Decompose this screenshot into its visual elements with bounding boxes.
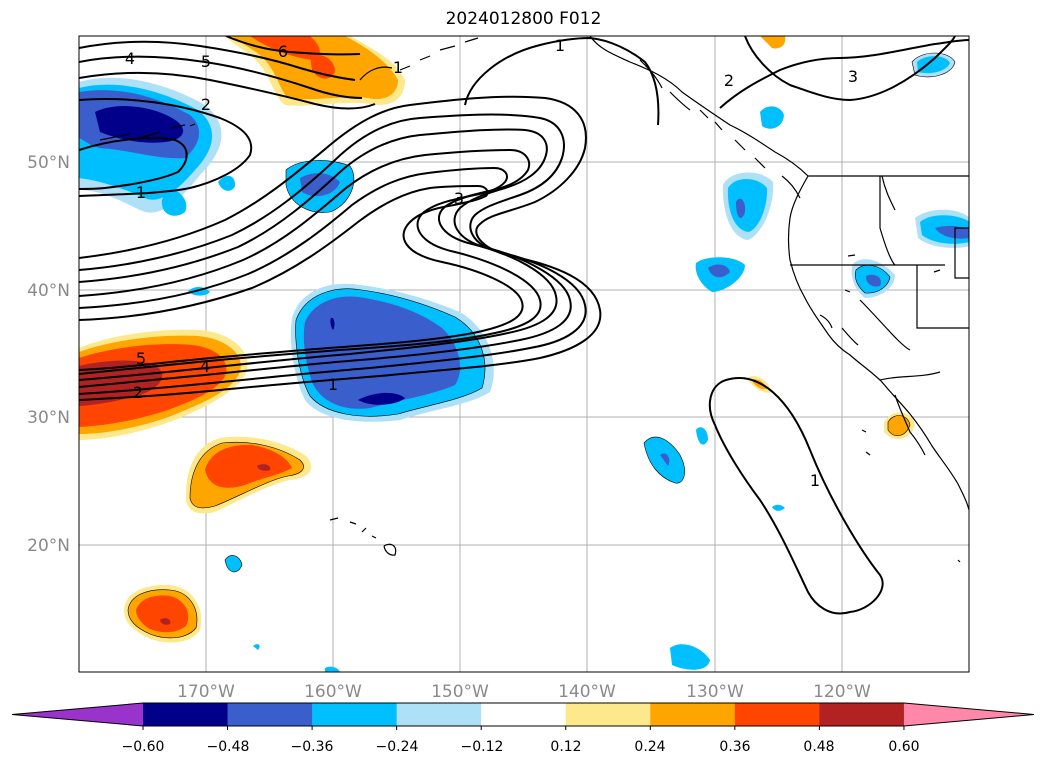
contour-label: 1 [328, 375, 338, 394]
colorbar-tick-label: 0.48 [803, 739, 834, 755]
colorbar-tick-label: −0.60 [122, 739, 165, 755]
colorbar-cell [565, 703, 651, 726]
longitude-tick: 140°W [558, 682, 616, 702]
latitude-axis: 50°N 40°N 30°N 20°N [27, 153, 70, 556]
colorbar-tick-label: 0.12 [550, 739, 581, 755]
anomaly-outlines [127, 52, 956, 639]
colorbar-tick-label: −0.36 [291, 739, 334, 755]
longitude-tick: 160°W [304, 682, 362, 702]
contour-label: 3 [848, 67, 858, 86]
map-title: 2024012800 F012 [445, 9, 602, 29]
contour-label: 4 [200, 357, 210, 376]
colorbar-tick-label: 0.60 [888, 739, 919, 755]
colorbar-tick-label: 0.36 [719, 739, 750, 755]
latitude-tick: 40°N [27, 281, 70, 301]
contour-label: 1 [136, 183, 146, 202]
colorbar-tick-label: −0.24 [376, 739, 419, 755]
colorbar-extend-high [903, 703, 1034, 726]
colorbar-tick-label: 0.24 [634, 739, 665, 755]
contour-label: 2 [133, 383, 143, 402]
longitude-tick: 170°W [177, 682, 235, 702]
contour-label: 1 [393, 58, 403, 77]
colorbar-ticks [142, 726, 905, 730]
contour-label: 5 [136, 349, 146, 368]
colorbar-cell [143, 703, 229, 726]
colorbar-cell [312, 703, 398, 726]
colorbar-cell [481, 703, 567, 726]
colorbar-tick-label: −0.48 [207, 739, 250, 755]
contour-lines [79, 36, 969, 615]
colorbar-cell [396, 703, 482, 726]
colorbar-tick-label: −0.12 [461, 739, 504, 755]
longitude-tick: 130°W [686, 682, 744, 702]
contour-label: 5 [201, 52, 211, 71]
colorbar-extend-low [12, 703, 143, 726]
contour-labels: 4 5 6 2 1 1 3 3 2 1 5 4 2 1 1 [125, 36, 858, 490]
map-panel: 4 5 6 2 1 1 3 3 2 1 5 4 2 1 1 [79, 36, 969, 672]
contour-label: 6 [278, 42, 288, 61]
latitude-tick: 20°N [27, 536, 70, 556]
contour-label: 4 [125, 49, 135, 68]
contour-label: 1 [810, 471, 820, 490]
latitude-tick: 30°N [27, 408, 70, 428]
longitude-tick: 150°W [431, 682, 489, 702]
latitude-tick: 50°N [27, 153, 70, 173]
colorbar-cell [650, 703, 736, 726]
colorbar-cell [227, 703, 313, 726]
negative-anomaly-shading [79, 53, 969, 672]
contour-label: 2 [201, 95, 211, 114]
colorbar-cells [11, 702, 1035, 727]
colorbar-cell [819, 703, 905, 726]
colorbar: −0.60 −0.48 −0.36 −0.24 −0.12 0.12 0.24 … [11, 702, 1035, 755]
contour-label: 2 [724, 71, 734, 90]
colorbar-cell [734, 703, 820, 726]
contour-label: 3 [454, 189, 464, 208]
map-frame [78, 35, 970, 673]
longitude-tick: 120°W [813, 682, 871, 702]
contour-label: 1 [555, 36, 565, 55]
longitude-axis: 170°W 160°W 150°W 140°W 130°W 120°W [177, 682, 871, 702]
